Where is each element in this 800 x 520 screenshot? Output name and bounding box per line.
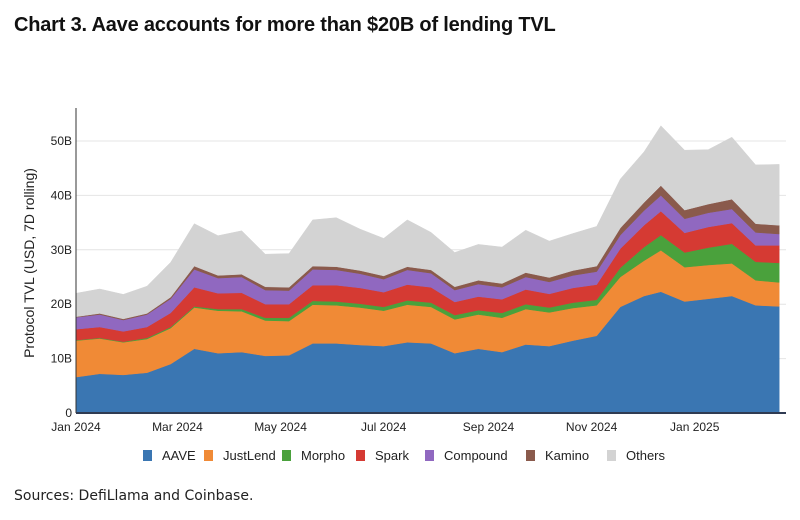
y-tick-label: 10B <box>51 352 72 366</box>
x-tick-label: Sep 2024 <box>463 420 515 434</box>
y-tick-labels: 0 10B 20B 30B 40B 50B <box>51 134 73 420</box>
legend-label: JustLend <box>223 448 276 463</box>
legend-label: AAVE <box>162 448 196 463</box>
sources-note: Sources: DefiLlama and Coinbase. <box>14 488 254 504</box>
legend-swatch <box>526 450 535 461</box>
y-tick-label: 0 <box>65 406 72 420</box>
x-tick-labels: Jan 2024 Mar 2024 May 2024 Jul 2024 Sep 2024… <box>51 420 719 434</box>
legend-label: Spark <box>375 448 409 463</box>
x-tick-label: Nov 2024 <box>566 420 618 434</box>
x-tick-label: Jan 2024 <box>51 420 101 434</box>
y-tick-label: 40B <box>51 188 72 202</box>
stacked-areas <box>75 125 780 414</box>
area-others <box>75 125 780 320</box>
y-axis-label: Protocol TVL (USD, 7D rolling) <box>21 168 37 358</box>
legend-label: Kamino <box>545 448 589 463</box>
legend: AAVE JustLend Morpho Spark Compound Kamino Oth… <box>143 448 666 463</box>
legend-item-kamino: Kamino <box>526 448 589 463</box>
legend-swatch <box>607 450 616 461</box>
axes <box>75 108 786 414</box>
legend-item-compound: Compound <box>425 448 508 463</box>
legend-item-others: Others <box>607 448 666 463</box>
y-tick-label: 30B <box>51 243 72 257</box>
x-tick-label: Mar 2024 <box>152 420 203 434</box>
legend-swatch <box>204 450 213 461</box>
y-tick-label: 20B <box>51 297 72 311</box>
legend-label: Morpho <box>301 448 345 463</box>
x-tick-label: Jan 2025 <box>670 420 720 434</box>
chart-title: Chart 3. Aave accounts for more than $20… <box>14 14 556 36</box>
legend-item-aave: AAVE <box>143 448 196 463</box>
legend-swatch <box>143 450 152 461</box>
legend-swatch <box>425 450 434 461</box>
x-tick-label: May 2024 <box>254 420 307 434</box>
legend-item-justlend: JustLend <box>204 448 276 463</box>
legend-swatch <box>356 450 365 461</box>
legend-label: Others <box>626 448 666 463</box>
legend-item-spark: Spark <box>356 448 409 463</box>
legend-label: Compound <box>444 448 508 463</box>
x-tick-label: Jul 2024 <box>361 420 407 434</box>
legend-swatch <box>282 450 291 461</box>
legend-item-morpho: Morpho <box>282 448 345 463</box>
y-tick-label: 50B <box>51 134 72 148</box>
